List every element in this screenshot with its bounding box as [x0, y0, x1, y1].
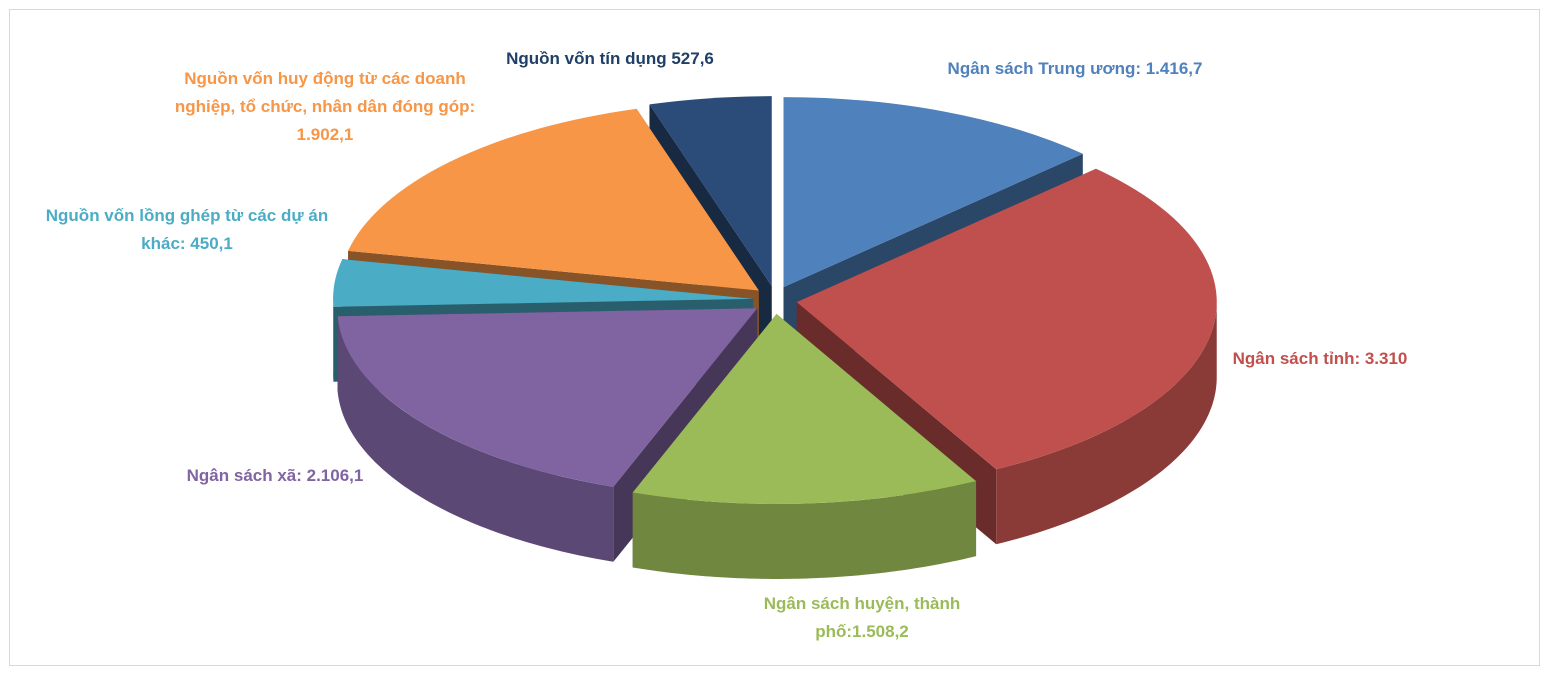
data-label: Nguồn vốn huy động từ các doanh nghiệp, … — [174, 69, 476, 144]
data-label: Ngân sách xã: 2.106,1 — [186, 466, 364, 485]
data-label: Nguồn vốn tín dụng 527,6 — [506, 49, 714, 68]
pie-slice — [796, 168, 1217, 470]
pie-slice — [632, 313, 977, 504]
chart-frame — [9, 9, 1540, 666]
slice-side — [996, 299, 1217, 545]
data-label: Nguồn vốn lồng ghép từ các dự án khác: 4… — [45, 206, 329, 253]
data-label: Ngân sách tỉnh: 3.310 — [1232, 349, 1408, 368]
pie-slice — [783, 97, 1083, 288]
pie-slice — [333, 259, 754, 307]
data-label: Ngân sách Trung ương: 1.416,7 — [947, 59, 1203, 78]
slice-side — [632, 481, 977, 579]
pie-slice — [649, 96, 772, 287]
pie-slice — [348, 108, 759, 291]
data-label: Ngân sách huyện, thành phố:1.508,2 — [763, 594, 961, 641]
slice-side — [337, 316, 614, 562]
pie-slice — [337, 308, 758, 487]
